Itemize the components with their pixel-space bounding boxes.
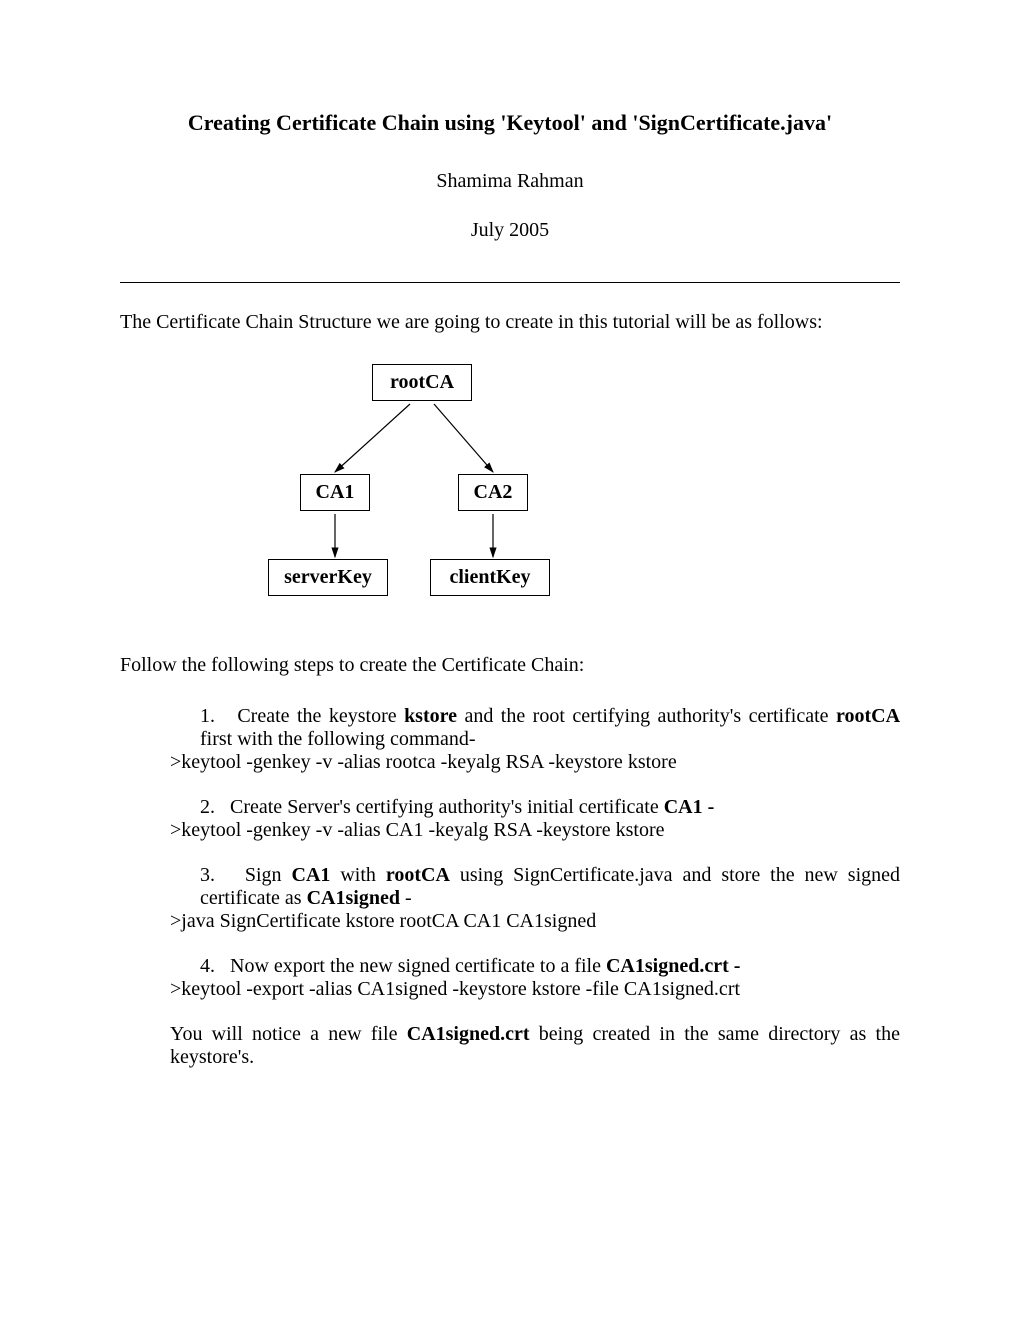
bold-rootca: rootCA (836, 705, 900, 727)
doc-title: Creating Certificate Chain using 'Keytoo… (120, 110, 900, 136)
step-text: - (400, 887, 412, 909)
command-3: >java SignCertificate kstore rootCA CA1 … (170, 910, 900, 933)
cert-chain-diagram: rootCA CA1 CA2 serverKey clientKey (120, 364, 900, 614)
step-num: 2. (200, 796, 215, 818)
step-3: 3. Sign CA1 with rootCA using SignCertif… (170, 864, 900, 933)
command-1: >keytool -genkey -v -alias rootca -keyal… (170, 751, 900, 774)
doc-date: July 2005 (120, 219, 900, 242)
bold-kstore: kstore (404, 705, 457, 727)
step-num: 4. (200, 955, 215, 977)
steps-list: 1. Create the keystore kstore and the ro… (170, 705, 900, 1069)
node-ca2: CA2 (458, 474, 528, 511)
divider (120, 282, 900, 283)
node-ca1: CA1 (300, 474, 370, 511)
step-text: with (330, 864, 385, 886)
step-text: first with the following command- (200, 728, 476, 750)
bold-ca1signedcrt-2: CA1signed.crt (407, 1023, 530, 1045)
step-2: 2. Create Server's certifying authority'… (170, 796, 900, 842)
command-2: >keytool -genkey -v -alias CA1 -keyalg R… (170, 819, 900, 842)
bold-rootca-2: rootCA (386, 864, 450, 886)
bold-ca1signedcrt: CA1signed.crt - (606, 955, 740, 977)
step-num: 3. (200, 864, 215, 886)
command-4: >keytool -export -alias CA1signed -keyst… (170, 978, 900, 1001)
doc-author: Shamima Rahman (120, 170, 900, 193)
bold-ca1signed: CA1signed (307, 887, 400, 909)
bold-ca1: CA1 - (664, 796, 715, 818)
note-text: You will notice a new file (170, 1023, 407, 1045)
step-1: 1. Create the keystore kstore and the ro… (170, 705, 900, 774)
step-num: 1. (200, 705, 215, 727)
step-text: Sign (245, 864, 292, 886)
step-text: Create Server's certifying authority's i… (230, 796, 664, 818)
step-text: Now export the new signed certificate to… (230, 955, 606, 977)
step-4: 4. Now export the new signed certificate… (170, 955, 900, 1001)
document-page: Creating Certificate Chain using 'Keytoo… (0, 0, 1020, 1320)
note: You will notice a new file CA1signed.crt… (170, 1023, 900, 1069)
step-text: and the root certifying authority's cert… (457, 705, 836, 727)
bold-ca1-2: CA1 (292, 864, 331, 886)
intro-text: The Certificate Chain Structure we are g… (120, 311, 900, 334)
edge-root-ca2 (434, 404, 493, 472)
step-text: Create the keystore (237, 705, 404, 727)
edge-root-ca1 (335, 404, 410, 472)
node-rootca: rootCA (372, 364, 472, 401)
node-serverkey: serverKey (268, 559, 388, 596)
node-clientkey: clientKey (430, 559, 550, 596)
follow-text: Follow the following steps to create the… (120, 654, 900, 677)
